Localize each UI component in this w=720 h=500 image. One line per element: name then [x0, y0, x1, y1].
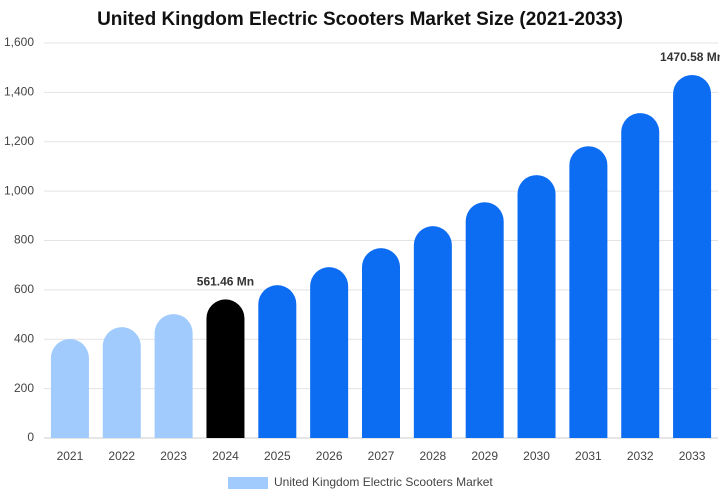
bar [517, 175, 556, 439]
x-tick-label: 2027 [368, 449, 395, 463]
bar [673, 74, 712, 438]
y-tick-label: 800 [14, 233, 34, 247]
y-tick-label: 1,200 [4, 134, 34, 148]
y-tick-label: 600 [14, 282, 34, 296]
chart-title: United Kingdom Electric Scooters Market … [97, 9, 623, 30]
legend-swatch [228, 477, 268, 489]
x-tick-label: 2026 [316, 449, 343, 463]
x-tick-label: 2029 [471, 449, 498, 463]
bar [258, 285, 297, 438]
bar [102, 327, 141, 438]
x-tick-label: 2025 [264, 449, 291, 463]
x-tick-label: 2031 [575, 449, 602, 463]
bar [569, 146, 608, 438]
x-tick-label: 2032 [627, 449, 654, 463]
y-tick-label: 200 [14, 381, 34, 395]
y-tick-label: 1,000 [4, 183, 34, 197]
value-label: 1470.58 Mn [660, 50, 720, 64]
bar [310, 267, 349, 438]
x-tick-label: 2023 [160, 449, 187, 463]
bar [621, 113, 660, 439]
bar [154, 314, 193, 438]
y-tick-label: 0 [27, 430, 34, 444]
y-tick-label: 1,400 [4, 85, 34, 99]
y-tick-label: 1,600 [4, 35, 34, 49]
legend-label: United Kingdom Electric Scooters Market [274, 475, 493, 489]
bar [50, 339, 89, 438]
bar [362, 248, 400, 438]
y-tick-label: 400 [14, 331, 34, 345]
x-tick-label: 2030 [523, 449, 550, 463]
x-tick-label: 2033 [679, 449, 706, 463]
x-tick-label: 2024 [212, 449, 239, 463]
bar [413, 226, 452, 438]
bar [206, 299, 245, 438]
x-tick-label: 2022 [108, 449, 135, 463]
value-label: 561.46 Mn [197, 275, 254, 289]
bar [465, 202, 504, 438]
x-tick-label: 2028 [419, 449, 446, 463]
x-tick-label: 2021 [57, 449, 84, 463]
